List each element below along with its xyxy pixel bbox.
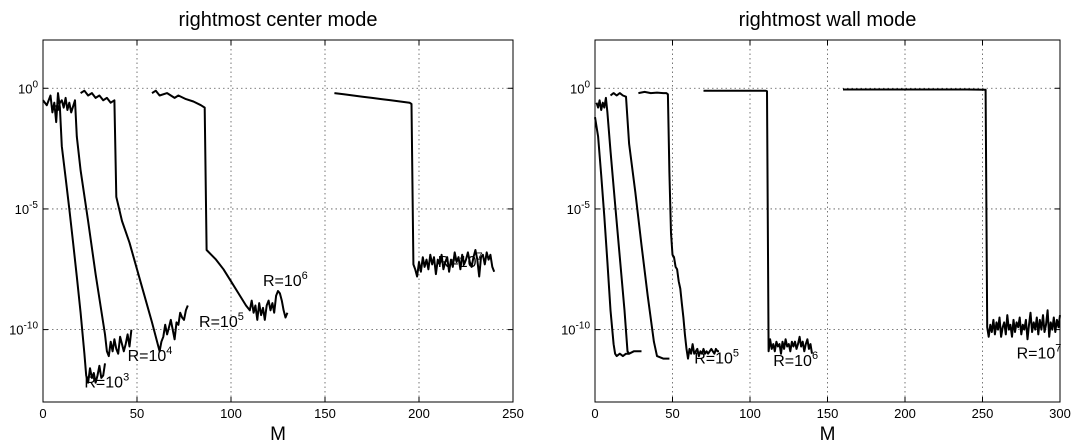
annotation-base: R=10 <box>694 350 733 367</box>
annotation-base: R=10 <box>84 375 123 392</box>
y-tick-exponent: 0 <box>584 79 590 90</box>
y-tick-exponent: -10 <box>24 321 39 332</box>
chart-title: rightmost center mode <box>179 9 378 31</box>
y-tick-exponent: -10 <box>576 321 591 332</box>
annotation-base: R=10 <box>773 353 812 370</box>
series-annotation: R=106 <box>263 270 308 290</box>
series-line-5 <box>703 89 813 355</box>
annotation-exponent: 5 <box>238 311 244 323</box>
x-tick-label: 150 <box>817 406 839 421</box>
series-line-4 <box>638 90 719 360</box>
annotation-exponent: 5 <box>733 347 739 359</box>
y-tick-base: 10 <box>570 81 584 96</box>
series-annotation: R=104 <box>128 345 173 365</box>
series-annotation: R=105 <box>694 347 739 367</box>
series-line-2 <box>55 96 133 358</box>
y-tick-label: 10-10 <box>9 321 38 338</box>
annotation-base: R=10 <box>199 314 238 331</box>
x-tick-label: 200 <box>408 406 430 421</box>
annotation-base: R=10 <box>1017 346 1056 363</box>
series-annotation: R=106 <box>773 350 818 370</box>
annotation-base: R=10 <box>438 254 477 271</box>
y-tick-exponent: -5 <box>29 200 38 211</box>
series-line-1 <box>42 92 106 384</box>
x-tick-label: 100 <box>220 406 242 421</box>
x-tick-label: 0 <box>39 406 46 421</box>
annotation-exponent: 3 <box>123 372 129 384</box>
annotation-exponent: 6 <box>302 270 308 282</box>
series-line-4 <box>151 89 289 321</box>
annotation-exponent: 4 <box>166 345 172 357</box>
x-tick-label: 50 <box>665 406 679 421</box>
y-tick-base: 10 <box>567 202 581 217</box>
x-axis-label: M <box>270 424 286 445</box>
plot-frame <box>42 39 514 403</box>
series-line-5 <box>334 92 496 278</box>
annotation-base: R=10 <box>128 348 167 365</box>
series-line-3 <box>80 89 189 353</box>
series-annotation: R=107 <box>438 251 483 271</box>
annotation-exponent: 6 <box>812 350 818 362</box>
x-tick-label: 200 <box>894 406 916 421</box>
chart-title: rightmost wall mode <box>739 9 917 31</box>
x-tick-label: 150 <box>314 406 336 421</box>
y-tick-exponent: -5 <box>581 200 590 211</box>
annotation-exponent: 7 <box>477 251 483 263</box>
y-tick-label: 10-5 <box>15 200 39 217</box>
y-tick-base: 10 <box>18 81 32 96</box>
series-annotation: R=105 <box>199 311 244 331</box>
series-annotation: R=103 <box>84 372 129 392</box>
y-tick-label: 100 <box>570 79 590 96</box>
series-line-3 <box>609 92 670 360</box>
y-tick-base: 10 <box>15 202 29 217</box>
series-annotation: R=107 <box>1017 343 1062 363</box>
series-line-2 <box>595 96 642 355</box>
x-tick-label: 250 <box>972 406 994 421</box>
series-line-6 <box>843 88 1061 341</box>
annotation-exponent: 7 <box>1055 343 1061 355</box>
y-tick-label: 10-5 <box>567 200 591 217</box>
x-tick-label: 100 <box>739 406 761 421</box>
x-tick-label: 250 <box>502 406 524 421</box>
y-tick-base: 10 <box>561 323 575 338</box>
x-tick-label: 50 <box>130 406 144 421</box>
x-tick-label: 0 <box>591 406 598 421</box>
annotation-base: R=10 <box>263 273 302 290</box>
y-tick-label: 100 <box>18 79 38 96</box>
y-tick-base: 10 <box>9 323 23 338</box>
series-line-1 <box>594 117 630 358</box>
y-tick-label: 10-10 <box>561 321 590 338</box>
x-axis-label: M <box>820 424 836 445</box>
y-tick-exponent: 0 <box>32 79 38 90</box>
x-tick-label: 300 <box>1049 406 1071 421</box>
